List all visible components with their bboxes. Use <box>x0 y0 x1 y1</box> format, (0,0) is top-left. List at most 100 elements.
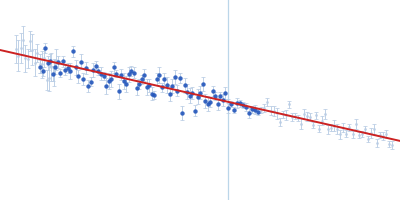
Point <box>179 111 186 114</box>
Point <box>47 59 53 62</box>
Point <box>20 38 26 42</box>
Point <box>331 124 338 127</box>
Point <box>386 142 392 146</box>
Point <box>343 132 350 135</box>
Point <box>231 108 237 111</box>
Point <box>301 112 307 115</box>
Point <box>95 69 102 73</box>
Point <box>222 92 229 95</box>
Point <box>288 116 295 119</box>
Point <box>156 74 163 77</box>
Point <box>355 133 362 137</box>
Point <box>13 47 19 50</box>
Point <box>267 109 274 112</box>
Point <box>148 92 155 95</box>
Point <box>210 89 216 92</box>
Point <box>362 128 368 131</box>
Point <box>220 98 226 101</box>
Point <box>199 82 206 86</box>
Point <box>174 89 180 92</box>
Point <box>70 50 76 53</box>
Point <box>52 65 58 69</box>
Point <box>54 61 61 64</box>
Point <box>78 60 84 63</box>
Point <box>340 126 347 129</box>
Point <box>258 109 265 112</box>
Point <box>151 93 158 96</box>
Point <box>197 91 203 94</box>
Point <box>46 77 52 80</box>
Point <box>215 102 221 105</box>
Point <box>39 63 45 66</box>
Point <box>252 108 258 111</box>
Point <box>24 57 31 60</box>
Point <box>36 62 43 65</box>
Point <box>50 71 57 74</box>
Point <box>105 79 112 82</box>
Point <box>18 47 24 50</box>
Point <box>237 102 243 105</box>
Point <box>48 66 54 69</box>
Point <box>50 72 56 75</box>
Point <box>88 80 94 83</box>
Point <box>328 126 334 129</box>
Point <box>80 77 86 80</box>
Point <box>292 114 298 117</box>
Point <box>286 103 292 106</box>
Point <box>225 102 231 105</box>
Point <box>310 124 316 127</box>
Point <box>370 127 377 131</box>
Point <box>85 84 92 88</box>
Point <box>138 78 145 81</box>
Point <box>207 100 214 103</box>
Point <box>358 132 365 135</box>
Point <box>217 94 224 97</box>
Point <box>67 69 74 73</box>
Point <box>161 78 168 81</box>
Point <box>146 84 152 87</box>
Point <box>316 127 322 130</box>
Point <box>273 112 280 115</box>
Point <box>298 122 304 125</box>
Point <box>121 80 127 83</box>
Point <box>41 56 48 59</box>
Point <box>176 76 183 80</box>
Point <box>319 119 325 122</box>
Point <box>113 72 120 75</box>
Point <box>154 77 160 81</box>
Point <box>93 64 99 67</box>
Point <box>166 92 173 95</box>
Point <box>98 72 104 75</box>
Point <box>280 113 286 116</box>
Point <box>270 109 277 113</box>
Point <box>108 77 114 81</box>
Point <box>123 83 130 86</box>
Point <box>184 90 190 93</box>
Point <box>364 138 371 141</box>
Point <box>15 54 22 57</box>
Point <box>322 112 328 116</box>
Point <box>90 68 96 71</box>
Point <box>194 95 201 98</box>
Point <box>118 73 124 77</box>
Point <box>295 116 301 119</box>
Point <box>380 134 386 137</box>
Point <box>202 99 208 102</box>
Point <box>32 61 38 64</box>
Point <box>57 72 64 75</box>
Point <box>374 141 380 145</box>
Point <box>383 133 389 136</box>
Point <box>159 86 165 89</box>
Point <box>325 127 332 131</box>
Point <box>141 73 147 76</box>
Point <box>172 76 178 79</box>
Point <box>189 91 196 95</box>
Point <box>53 58 59 61</box>
Point <box>389 143 395 147</box>
Point <box>62 68 69 71</box>
Point <box>128 70 135 73</box>
Point <box>27 39 33 43</box>
Point <box>144 86 150 89</box>
Point <box>282 113 289 116</box>
Point <box>43 78 50 81</box>
